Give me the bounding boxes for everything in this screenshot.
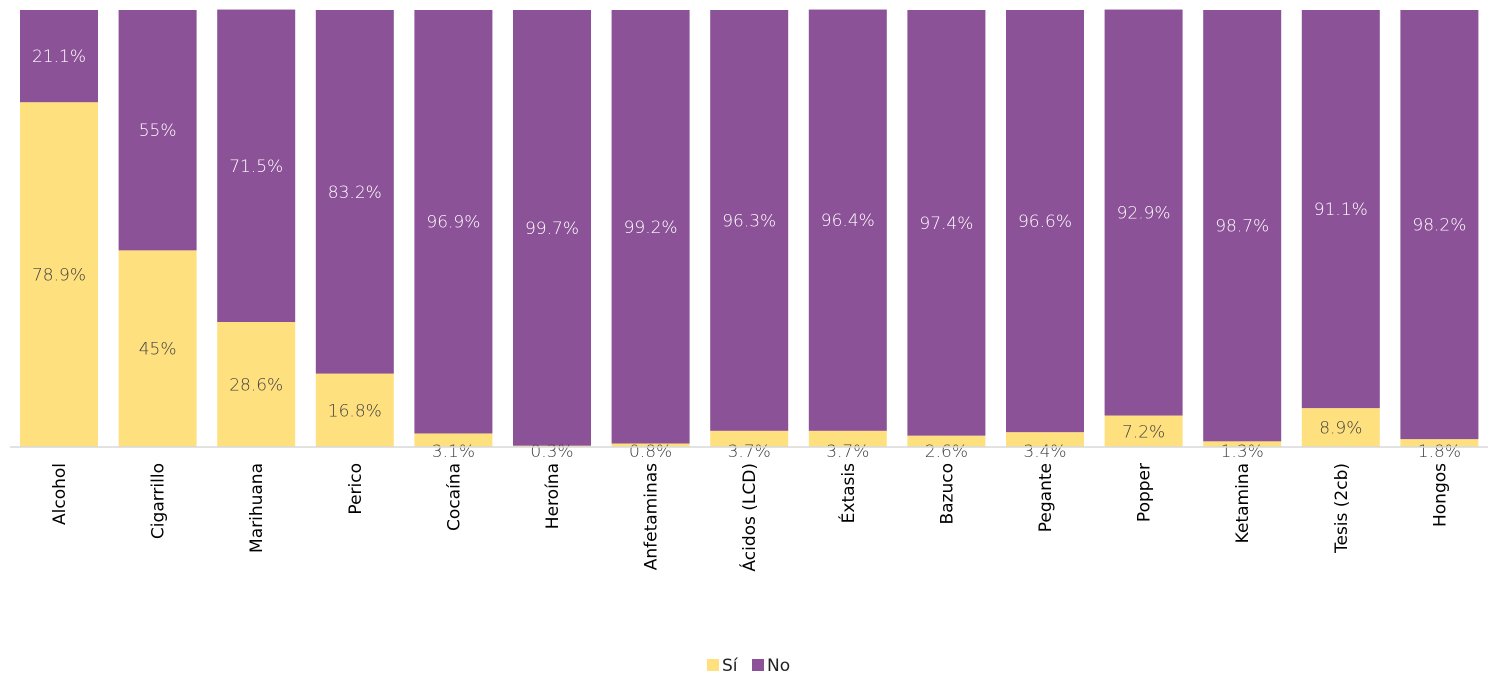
bar-si-acidos-lcd [710,430,789,447]
bar-no-bazuco [907,10,986,436]
bar-no-cocaina [414,10,493,434]
bar-si-cigarrillo [118,250,197,447]
bar-si-tesis-2cb [1301,408,1380,447]
category-label-perico: Perico [346,463,366,515]
bar-si-cocaina [414,433,493,447]
data-label-no-bazuco: 97.4% [919,214,973,234]
legend-label-si: Sí [722,656,739,676]
bar-no-pegante [1006,10,1084,433]
category-label-popper: Popper [1135,463,1155,522]
data-label-si-acidos-lcd: 3.7% [728,442,771,462]
category-label-anfetaminas: Anfetaminas [642,463,662,570]
legend-label-no: No [767,656,790,676]
bar-no-extasis [808,9,887,431]
category-label-tesis-2cb: Tesis (2cb) [1332,463,1352,554]
data-label-si-alcohol: 78.9% [32,266,86,286]
data-label-si-cocaina: 3.1% [432,442,475,462]
bar-no-anfetaminas [611,10,690,444]
data-label-no-perico: 83.2% [328,183,382,203]
category-label-ketamina: Ketamina [1233,463,1253,543]
category-label-heroina: Heroína [543,463,563,529]
bar-si-ketamina [1203,441,1282,447]
bar-si-anfetaminas [611,443,690,447]
data-label-no-ketamina: 98.7% [1215,217,1269,237]
bar-si-alcohol [20,102,98,447]
category-label-alcohol: Alcohol [50,463,70,525]
bar-no-cigarrillo [118,10,197,251]
bar-no-acidos-lcd [710,10,789,431]
data-label-no-hongos: 98.2% [1412,216,1466,236]
bar-no-heroina [513,10,591,446]
data-label-si-popper: 7.2% [1122,422,1165,442]
data-label-no-anfetaminas: 99.2% [624,218,678,238]
category-label-cigarrillo: Cigarrillo [149,463,169,539]
data-label-si-tesis-2cb: 8.9% [1319,419,1362,439]
data-label-no-cocaina: 96.9% [426,213,480,233]
data-label-si-heroina: 0.3% [530,442,573,462]
bar-no-alcohol [20,10,98,103]
data-label-no-marihuana: 71.5% [229,157,283,177]
data-label-si-extasis: 3.7% [826,442,869,462]
data-label-si-ketamina: 1.3% [1221,442,1264,462]
legend: Sí No [707,656,790,676]
category-label-acidos-lcd: Ácidos (LCD) [738,463,760,572]
legend-swatch-no [752,659,764,671]
data-label-si-pegante: 3.4% [1023,442,1066,462]
category-label-bazuco: Bazuco [937,463,957,525]
category-label-cocaina: Cocaína [444,463,464,531]
bar-si-extasis [808,430,887,447]
data-label-no-extasis: 96.4% [821,211,875,231]
bar-labels-group: 78.9% 21.1% 45% 55% 28.6% 71.5% 16.8% 83.2% 3.1%… [32,47,1466,462]
data-label-si-anfetaminas: 0.8% [629,442,672,462]
bars-group [20,9,1479,447]
bar-si-hongos [1400,439,1479,447]
data-label-no-tesis-2cb: 91.1% [1314,200,1368,220]
data-label-no-cigarrillo: 55% [139,121,177,141]
category-label-pegante: Pegante [1036,463,1056,532]
bar-no-marihuana [217,9,296,323]
bar-si-marihuana [217,322,296,447]
bar-si-bazuco [907,435,986,447]
category-labels-group: Alcohol Cigarrillo Marihuana Perico Cocaína H… [50,463,1450,572]
bar-si-pegante [1006,432,1084,447]
legend-swatch-si [707,659,719,671]
category-label-marihuana: Marihuana [247,463,267,553]
data-label-no-heroina: 99.7% [525,219,579,239]
data-label-no-alcohol: 21.1% [32,47,86,67]
data-label-no-popper: 92.9% [1117,204,1171,224]
bar-no-hongos [1400,10,1479,440]
data-label-no-acidos-lcd: 96.3% [722,211,776,231]
data-label-si-hongos: 1.8% [1418,442,1461,462]
data-label-si-bazuco: 2.6% [925,442,968,462]
bar-no-tesis-2cb [1301,10,1380,409]
bar-no-popper [1104,9,1183,416]
bar-no-perico [315,10,394,374]
category-label-extasis: Éxtasis [837,463,859,523]
data-label-si-perico: 16.8% [328,401,382,421]
data-label-no-pegante: 96.6% [1018,212,1072,232]
category-label-hongos: Hongos [1430,463,1450,527]
bar-no-ketamina [1203,10,1282,442]
data-label-si-marihuana: 28.6% [229,376,283,396]
bar-si-popper [1104,415,1183,447]
bar-si-perico [315,373,394,447]
data-label-si-cigarrillo: 45% [139,340,177,360]
